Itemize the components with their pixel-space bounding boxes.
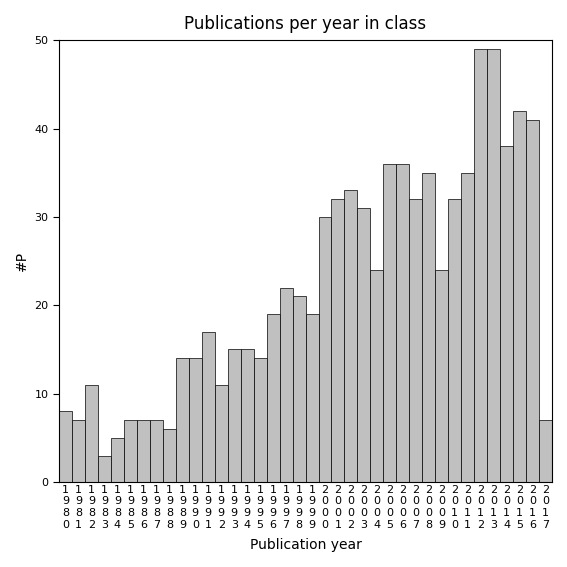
Bar <box>539 420 552 482</box>
Bar <box>500 146 513 482</box>
Bar <box>396 164 409 482</box>
Bar <box>59 412 72 482</box>
Bar <box>487 49 500 482</box>
Bar <box>228 349 241 482</box>
Bar <box>332 199 345 482</box>
Bar <box>98 455 111 482</box>
Bar <box>85 385 98 482</box>
Bar <box>202 332 215 482</box>
X-axis label: Publication year: Publication year <box>249 538 362 552</box>
Bar <box>345 191 357 482</box>
Bar <box>370 270 383 482</box>
Bar <box>137 420 150 482</box>
Bar <box>357 208 370 482</box>
Bar <box>306 314 319 482</box>
Bar <box>266 314 280 482</box>
Bar <box>474 49 487 482</box>
Bar <box>383 164 396 482</box>
Bar <box>150 420 163 482</box>
Bar <box>189 358 202 482</box>
Title: Publications per year in class: Publications per year in class <box>184 15 426 33</box>
Bar <box>163 429 176 482</box>
Bar <box>409 199 422 482</box>
Bar <box>241 349 253 482</box>
Bar <box>215 385 228 482</box>
Bar <box>422 173 435 482</box>
Bar <box>513 111 526 482</box>
Y-axis label: #P: #P <box>15 251 29 271</box>
Bar <box>124 420 137 482</box>
Bar <box>176 358 189 482</box>
Bar <box>435 270 448 482</box>
Bar <box>448 199 461 482</box>
Bar <box>526 120 539 482</box>
Bar <box>253 358 266 482</box>
Bar <box>72 420 85 482</box>
Bar <box>461 173 474 482</box>
Bar <box>293 297 306 482</box>
Bar <box>280 287 293 482</box>
Bar <box>319 217 332 482</box>
Bar <box>111 438 124 482</box>
